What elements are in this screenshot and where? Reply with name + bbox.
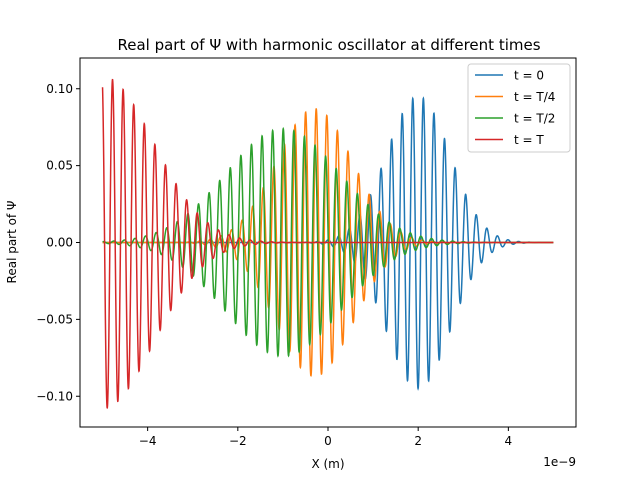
y-tick-label: 0.05 — [46, 159, 73, 173]
x-tick-label: −2 — [229, 434, 247, 448]
series-layer — [101, 78, 554, 409]
y-tick-label: −0.10 — [36, 389, 73, 403]
legend-label: t = T/2 — [514, 112, 555, 126]
x-tick-label: −4 — [139, 434, 157, 448]
x-tick-label: 2 — [414, 434, 422, 448]
legend-label: t = 0 — [514, 69, 544, 83]
legend-label: t = T/4 — [514, 90, 555, 104]
x-tick-label: 0 — [324, 434, 332, 448]
y-axis: −0.10 −0.05 0.00 0.05 0.10 — [36, 82, 80, 403]
y-tick-label: 0.00 — [46, 236, 73, 250]
x-axis: −4 −2 0 2 4 — [139, 427, 512, 448]
x-offset-label: 1e−9 — [543, 455, 576, 469]
series-line-4 — [101, 78, 554, 409]
legend-label: t = T — [514, 133, 544, 147]
chart-title: Real part of Ψ with harmonic oscillator … — [117, 36, 540, 54]
y-axis-label: Real part of Ψ — [5, 201, 19, 284]
x-tick-label: 4 — [505, 434, 513, 448]
legend: t = 0 t = T/4 t = T/2 t = T — [467, 63, 571, 153]
legend-box — [467, 63, 571, 153]
y-tick-label: −0.05 — [36, 312, 73, 326]
x-axis-label: X (m) — [311, 457, 344, 471]
y-tick-label: 0.10 — [46, 82, 73, 96]
